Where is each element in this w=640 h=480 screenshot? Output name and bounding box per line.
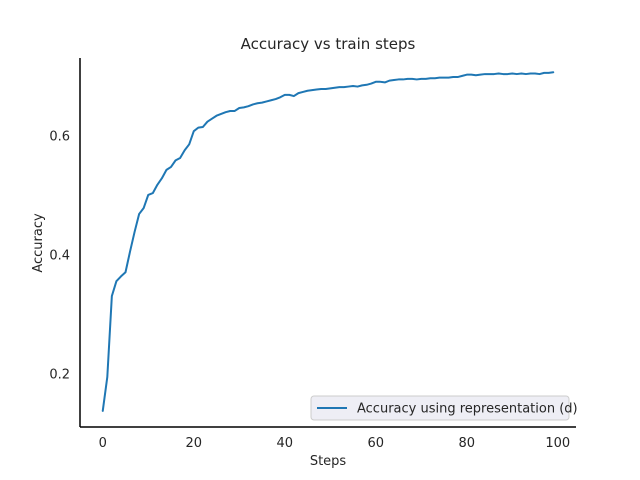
legend-box [310, 395, 570, 421]
y-tick-label: 0.2 [49, 367, 70, 382]
x-axis-title: Steps [310, 454, 347, 469]
x-tick-label: 100 [545, 436, 570, 451]
y-axis-title: Accuracy [31, 213, 46, 273]
y-tick-label: 0.6 [49, 129, 70, 144]
x-tick-label: 60 [368, 436, 385, 451]
legend: Accuracy using representation (d) [310, 395, 578, 421]
x-tick-label: 40 [276, 436, 293, 451]
chart-title: Accuracy vs train steps [241, 35, 416, 53]
legend-label: Accuracy using representation (d) [357, 402, 578, 417]
x-tick-label: 80 [459, 436, 476, 451]
y-tick-label: 0.4 [49, 248, 70, 263]
series-line [101, 71, 555, 412]
x-tick-label: 0 [99, 436, 107, 451]
x-tick-label: 20 [185, 436, 202, 451]
x-tick-labels: 0 20 40 60 80 100 [99, 436, 571, 451]
plot-area [101, 71, 555, 412]
y-tick-labels: 0.2 0.4 0.6 [49, 129, 70, 382]
